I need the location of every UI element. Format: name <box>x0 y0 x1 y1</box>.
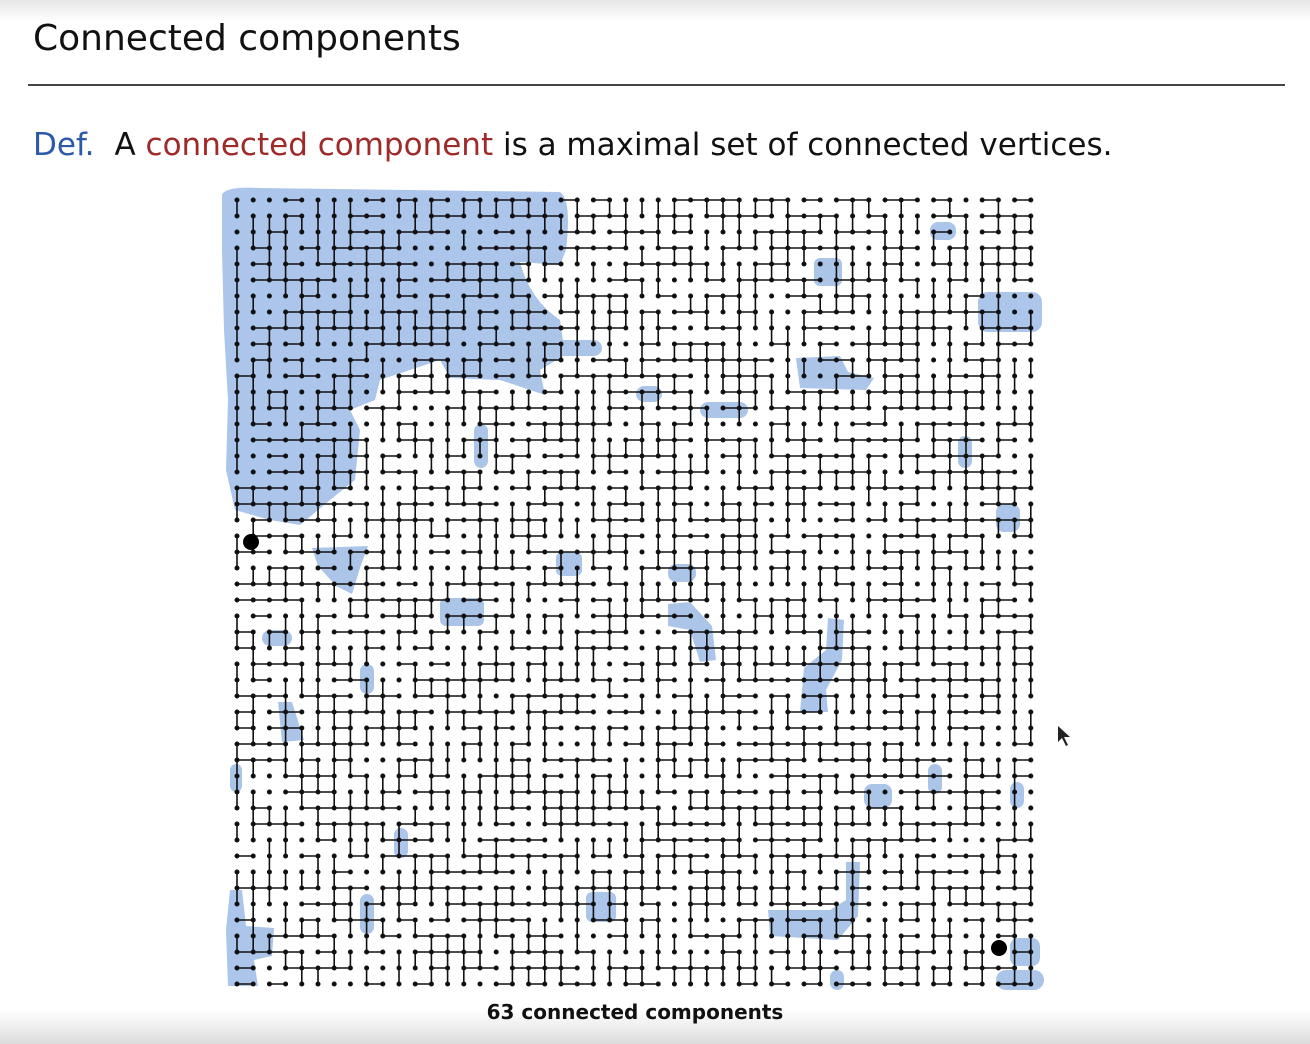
def-label: Def. <box>33 127 95 163</box>
component-region <box>226 890 274 986</box>
component-region <box>440 598 484 626</box>
grid-vertices <box>234 197 1034 987</box>
components <box>222 187 1044 990</box>
component-region <box>394 828 408 858</box>
grid-edges <box>236 199 1032 985</box>
component-region <box>1010 782 1024 808</box>
component-region <box>556 340 602 356</box>
component-region <box>996 970 1044 990</box>
component-region <box>586 892 616 922</box>
figure-caption: 63 connected components <box>486 1000 784 1024</box>
def-term: connected component <box>145 127 494 163</box>
component-region <box>830 970 844 990</box>
def-rest: is a maximal set of connected vertices. <box>502 127 1113 163</box>
def-lead: A <box>114 127 136 163</box>
mouse-cursor <box>1058 726 1070 746</box>
title-rule <box>28 84 1285 86</box>
grid-graph <box>222 187 1070 990</box>
source-vertex <box>991 940 1007 956</box>
component-region <box>474 424 488 468</box>
component-region <box>978 292 1042 332</box>
component-region <box>958 436 972 468</box>
component-region <box>556 552 582 576</box>
component-region <box>796 356 874 390</box>
slide-title: Connected components <box>33 18 461 59</box>
component-region <box>312 546 368 594</box>
component-region <box>930 222 956 240</box>
source-vertex <box>243 534 259 550</box>
definition: Def. A connected component is a maximal s… <box>33 127 1112 163</box>
component-region <box>768 862 860 940</box>
component-region <box>278 702 304 742</box>
component-region <box>928 764 942 794</box>
component-region <box>222 187 568 526</box>
